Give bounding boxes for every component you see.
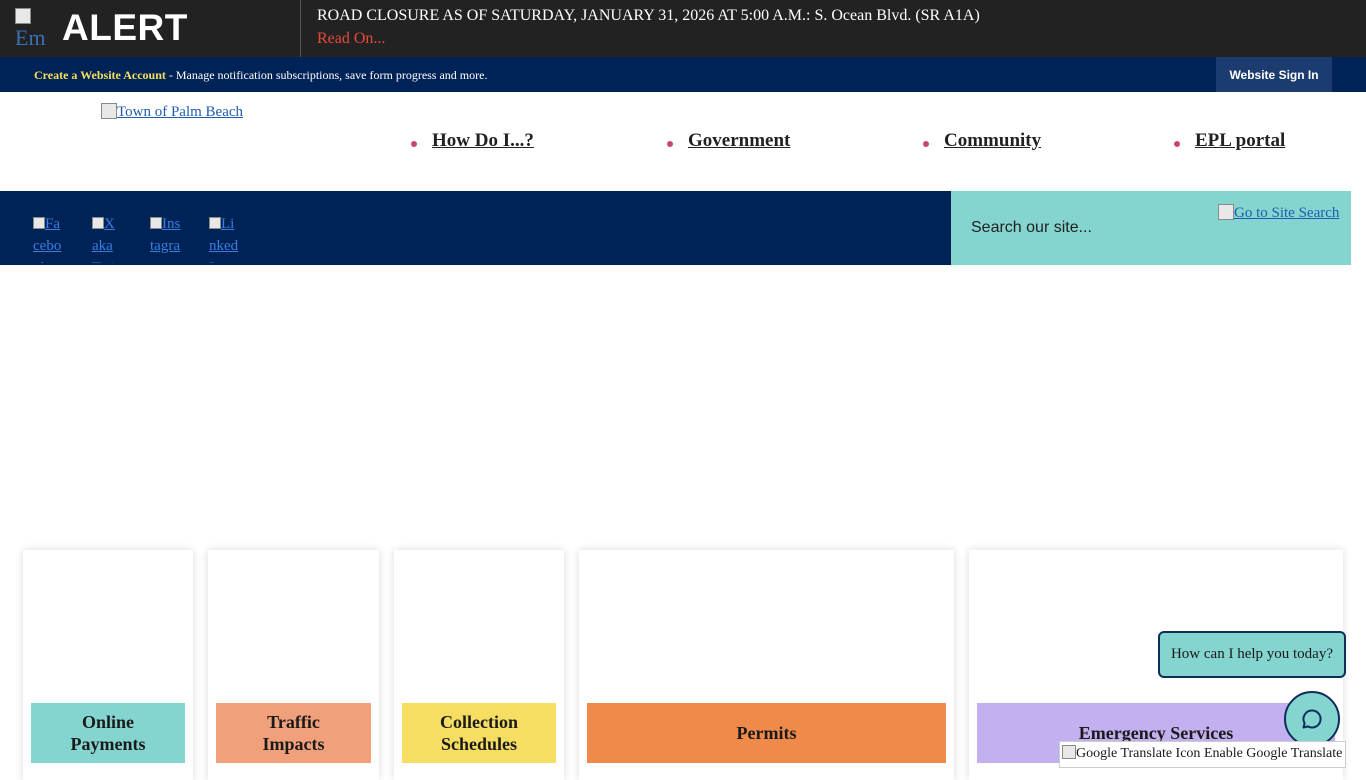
search-go-icon[interactable]: Go to Site Search	[1218, 204, 1339, 222]
translate-label: Enable Google Translate	[1200, 746, 1343, 761]
alert-icon-alt-text: Em	[15, 25, 46, 50]
quick-link-card[interactable]: Traffic Impacts	[208, 550, 379, 780]
nav-bullet-icon	[1174, 141, 1180, 147]
nav-bullet-icon	[411, 141, 417, 147]
chat-launcher-button[interactable]	[1284, 691, 1340, 747]
website-sign-in-button[interactable]: Website Sign In	[1216, 57, 1332, 92]
account-description: - Manage notification subscriptions, sav…	[165, 68, 488, 82]
site-header: Town of Palm Beach How Do I...? Governme…	[0, 92, 1366, 191]
linkedin-icon[interactable]: LinkedIn	[209, 216, 239, 263]
header-right-gap	[1351, 191, 1366, 265]
logo-icon	[101, 103, 117, 119]
create-account-link[interactable]: Create a Website Account	[34, 68, 166, 82]
nav-item-how-do-i[interactable]: How Do I...?	[432, 130, 534, 151]
alert-bar: Em ALERT ROAD CLOSURE AS OF SATURDAY, JA…	[0, 0, 1366, 57]
nav-bullet-icon	[923, 141, 929, 147]
google-translate-toggle[interactable]: Google Translate Icon Enable Google Tran…	[1059, 741, 1346, 768]
alert-divider	[300, 0, 301, 57]
site-search-panel: Go to Site Search	[951, 191, 1351, 265]
quick-link-traffic-impacts[interactable]: Traffic Impacts	[216, 703, 371, 763]
quick-link-card[interactable]: Online Payments	[23, 550, 193, 780]
chat-icon	[1302, 709, 1322, 729]
translate-icon-alt: Google Translate Icon	[1076, 746, 1201, 761]
nav-bullet-icon	[667, 141, 673, 147]
x-twitter-icon[interactable]: X aka Twitter	[92, 216, 123, 263]
quick-link-card[interactable]: Collection Schedules	[394, 550, 564, 780]
quick-link-online-payments[interactable]: Online Payments	[31, 703, 185, 763]
account-bar: Create a Website Account - Manage notifi…	[0, 57, 1366, 92]
logo-alt-text: Town of Palm Beach	[117, 104, 244, 120]
alert-label: ALERT	[62, 7, 188, 48]
nav-item-community[interactable]: Community	[944, 130, 1042, 151]
facebook-icon[interactable]: Facebook	[33, 216, 62, 263]
account-message: Create a Website Account - Manage notifi…	[34, 68, 487, 83]
nav-item-government[interactable]: Government	[688, 130, 791, 151]
alert-read-on-link[interactable]: Read On...	[317, 30, 386, 47]
site-search-input[interactable]	[971, 215, 1211, 241]
alert-title: ROAD CLOSURE AS OF SATURDAY, JANUARY 31,…	[317, 7, 980, 24]
google-translate-icon	[1062, 745, 1076, 759]
quick-link-card[interactable]: Permits	[579, 550, 954, 780]
chat-prompt-bubble[interactable]: How can I help you today?	[1158, 631, 1346, 678]
social-band: Facebook X aka Twitter Instagram LinkedI…	[0, 191, 951, 265]
emergency-alert-icon: Em	[15, 8, 55, 50]
nav-item-epl-portal[interactable]: EPL portal	[1195, 130, 1286, 151]
instagram-icon[interactable]: Instagram	[150, 216, 181, 263]
quick-link-collection-schedules[interactable]: Collection Schedules	[402, 703, 556, 763]
quick-link-permits[interactable]: Permits	[587, 703, 946, 763]
site-logo-link[interactable]: Town of Palm Beach	[101, 103, 243, 121]
